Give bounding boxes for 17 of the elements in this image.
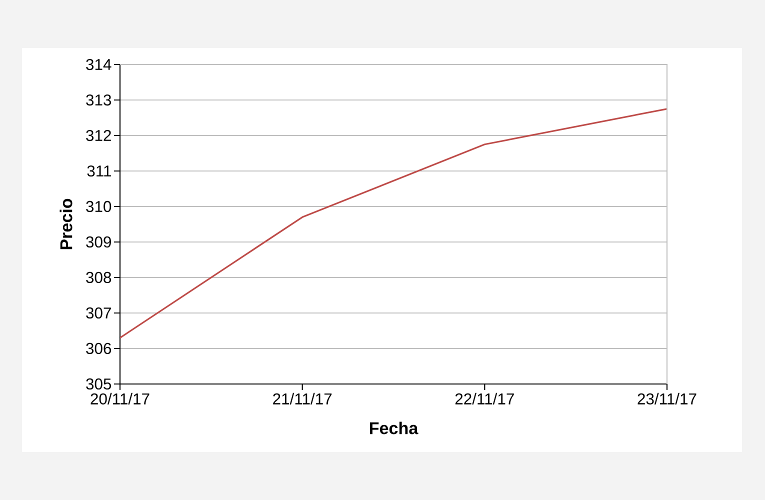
y-tick-label: 311	[87, 165, 111, 177]
x-axis-title: Fecha	[370, 422, 418, 434]
y-tick-label: 306	[86, 342, 112, 354]
line-series	[120, 108, 667, 339]
x-tick-label: 23/11/17	[638, 392, 696, 404]
y-tick-label: 313	[86, 94, 112, 106]
x-tick-label: 22/11/17	[455, 392, 514, 404]
x-tick-label: 21/11/17	[273, 392, 332, 404]
y-tick-label: 309	[86, 236, 111, 248]
y-tick-label: 307	[86, 307, 111, 319]
y-tick-label: 312	[86, 130, 111, 142]
x-tick-label: 20/11/17	[90, 392, 150, 404]
y-tick-label: 314	[86, 58, 112, 70]
y-tick-label: 305	[86, 378, 112, 390]
y-tick-label: 310	[86, 200, 112, 212]
y-axis-title: Precio	[60, 198, 72, 250]
y-tick-label: 308	[86, 272, 112, 284]
